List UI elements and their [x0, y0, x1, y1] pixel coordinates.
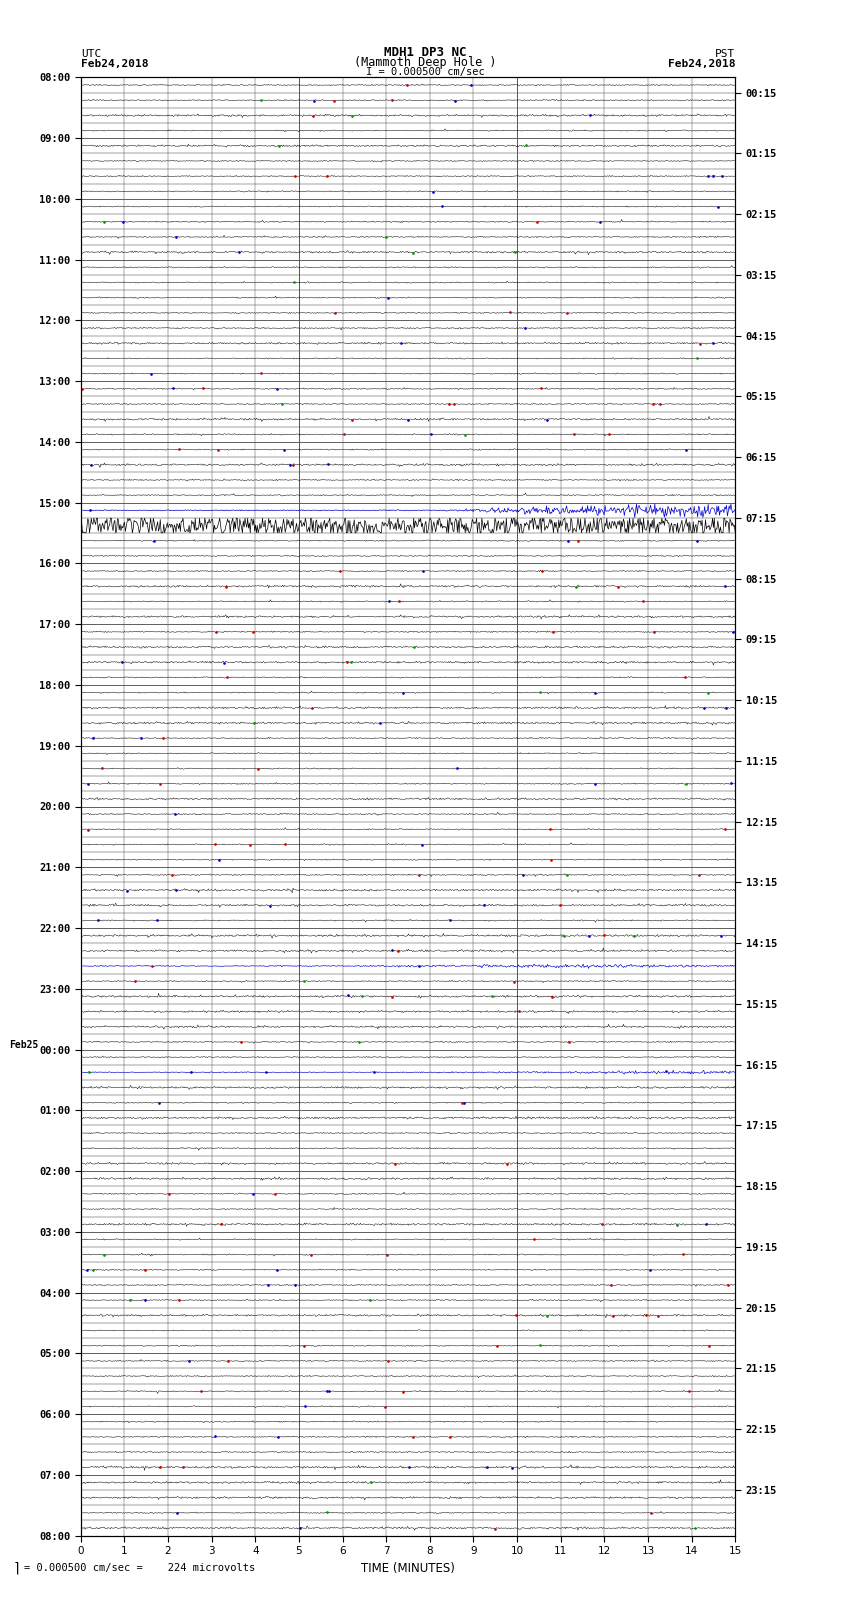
Text: UTC: UTC — [81, 48, 101, 58]
Text: $\rceil$: $\rceil$ — [13, 1560, 19, 1576]
Text: Feb25: Feb25 — [8, 1039, 38, 1050]
Text: Feb24,2018: Feb24,2018 — [81, 58, 148, 69]
Text: PST: PST — [715, 48, 735, 58]
Text: (Mammoth Deep Hole ): (Mammoth Deep Hole ) — [354, 55, 496, 69]
Text: = 0.000500 cm/sec =    224 microvolts: = 0.000500 cm/sec = 224 microvolts — [24, 1563, 255, 1573]
Text: I = 0.000500 cm/sec: I = 0.000500 cm/sec — [366, 68, 484, 77]
Text: Feb24,2018: Feb24,2018 — [668, 58, 735, 69]
X-axis label: TIME (MINUTES): TIME (MINUTES) — [361, 1561, 455, 1574]
Text: MDH1 DP3 NC: MDH1 DP3 NC — [383, 45, 467, 58]
